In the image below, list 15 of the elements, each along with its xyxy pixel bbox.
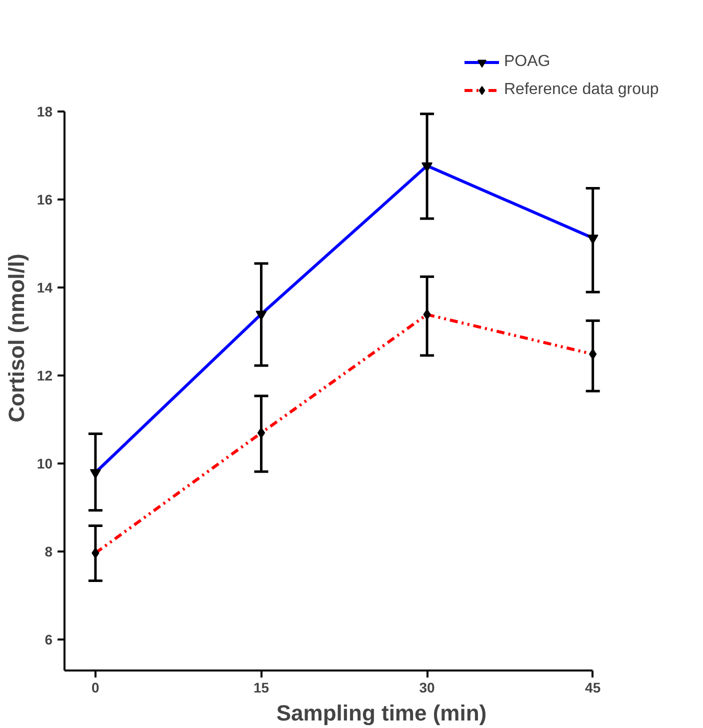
y-tick-label: 12 [36, 368, 53, 384]
x-tick-label: 15 [253, 680, 270, 696]
y-tick-label: 6 [44, 632, 53, 648]
x-tick-label: 30 [419, 680, 436, 696]
x-axis-title: Sampling time (min) [276, 700, 487, 726]
y-tick-label: 16 [36, 192, 53, 208]
legend-label: POAG [504, 53, 550, 71]
x-tick-label: 45 [585, 680, 601, 696]
y-tick-label: 18 [36, 104, 53, 120]
y-tick-label: 8 [44, 544, 53, 560]
y-tick-label: 10 [36, 456, 53, 472]
y-tick-label: 14 [36, 280, 53, 296]
y-axis-title: Cortisol (nmol/l) [4, 254, 29, 422]
x-tick-label: 0 [92, 680, 100, 696]
legend-label: Reference data group [504, 81, 659, 99]
